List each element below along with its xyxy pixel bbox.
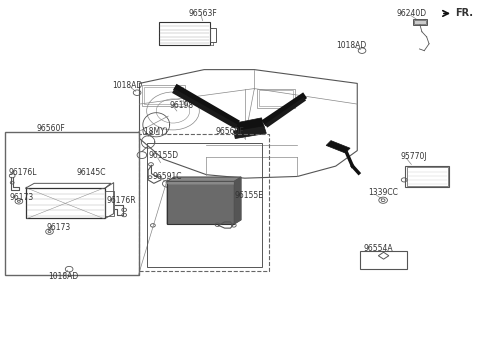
Bar — [405, 166, 449, 188]
Text: 96155D: 96155D — [148, 151, 178, 160]
Text: 1339CC: 1339CC — [368, 189, 398, 198]
Text: 1018AD: 1018AD — [48, 272, 79, 281]
Text: FR.: FR. — [456, 8, 473, 18]
Text: 96198: 96198 — [169, 101, 193, 110]
Bar — [105, 191, 114, 216]
Bar — [5, 131, 139, 275]
Text: 96155E: 96155E — [234, 191, 263, 200]
Text: 96176R: 96176R — [107, 196, 137, 205]
Bar — [210, 28, 216, 42]
Text: (18MY): (18MY) — [141, 127, 168, 136]
Bar — [147, 143, 263, 267]
Bar — [414, 20, 426, 24]
Polygon shape — [167, 181, 234, 224]
Bar — [142, 85, 185, 106]
Text: 95770J: 95770J — [400, 152, 427, 161]
Text: 96560F: 96560F — [215, 127, 244, 136]
Text: 96591C: 96591C — [153, 172, 182, 181]
Text: 1018AD: 1018AD — [336, 41, 366, 50]
Bar — [259, 90, 293, 106]
Text: 96563F: 96563F — [189, 9, 217, 18]
Bar — [360, 251, 407, 270]
Text: 96173: 96173 — [9, 193, 34, 202]
Polygon shape — [235, 118, 264, 131]
Bar — [413, 19, 427, 25]
Bar — [158, 22, 210, 45]
Text: 96560F: 96560F — [36, 124, 65, 133]
Polygon shape — [326, 140, 350, 153]
Text: 96240D: 96240D — [397, 9, 427, 18]
Text: 96173: 96173 — [46, 223, 71, 232]
Text: 1018AD: 1018AD — [112, 81, 142, 90]
Polygon shape — [167, 177, 241, 181]
Text: 96554A: 96554A — [363, 244, 393, 253]
Polygon shape — [234, 126, 266, 138]
Bar — [407, 167, 448, 186]
Bar — [257, 89, 295, 108]
Text: 96176L: 96176L — [8, 168, 37, 177]
Bar — [144, 87, 182, 104]
Bar — [140, 134, 269, 271]
Text: 96145C: 96145C — [76, 168, 106, 177]
Polygon shape — [234, 177, 241, 224]
